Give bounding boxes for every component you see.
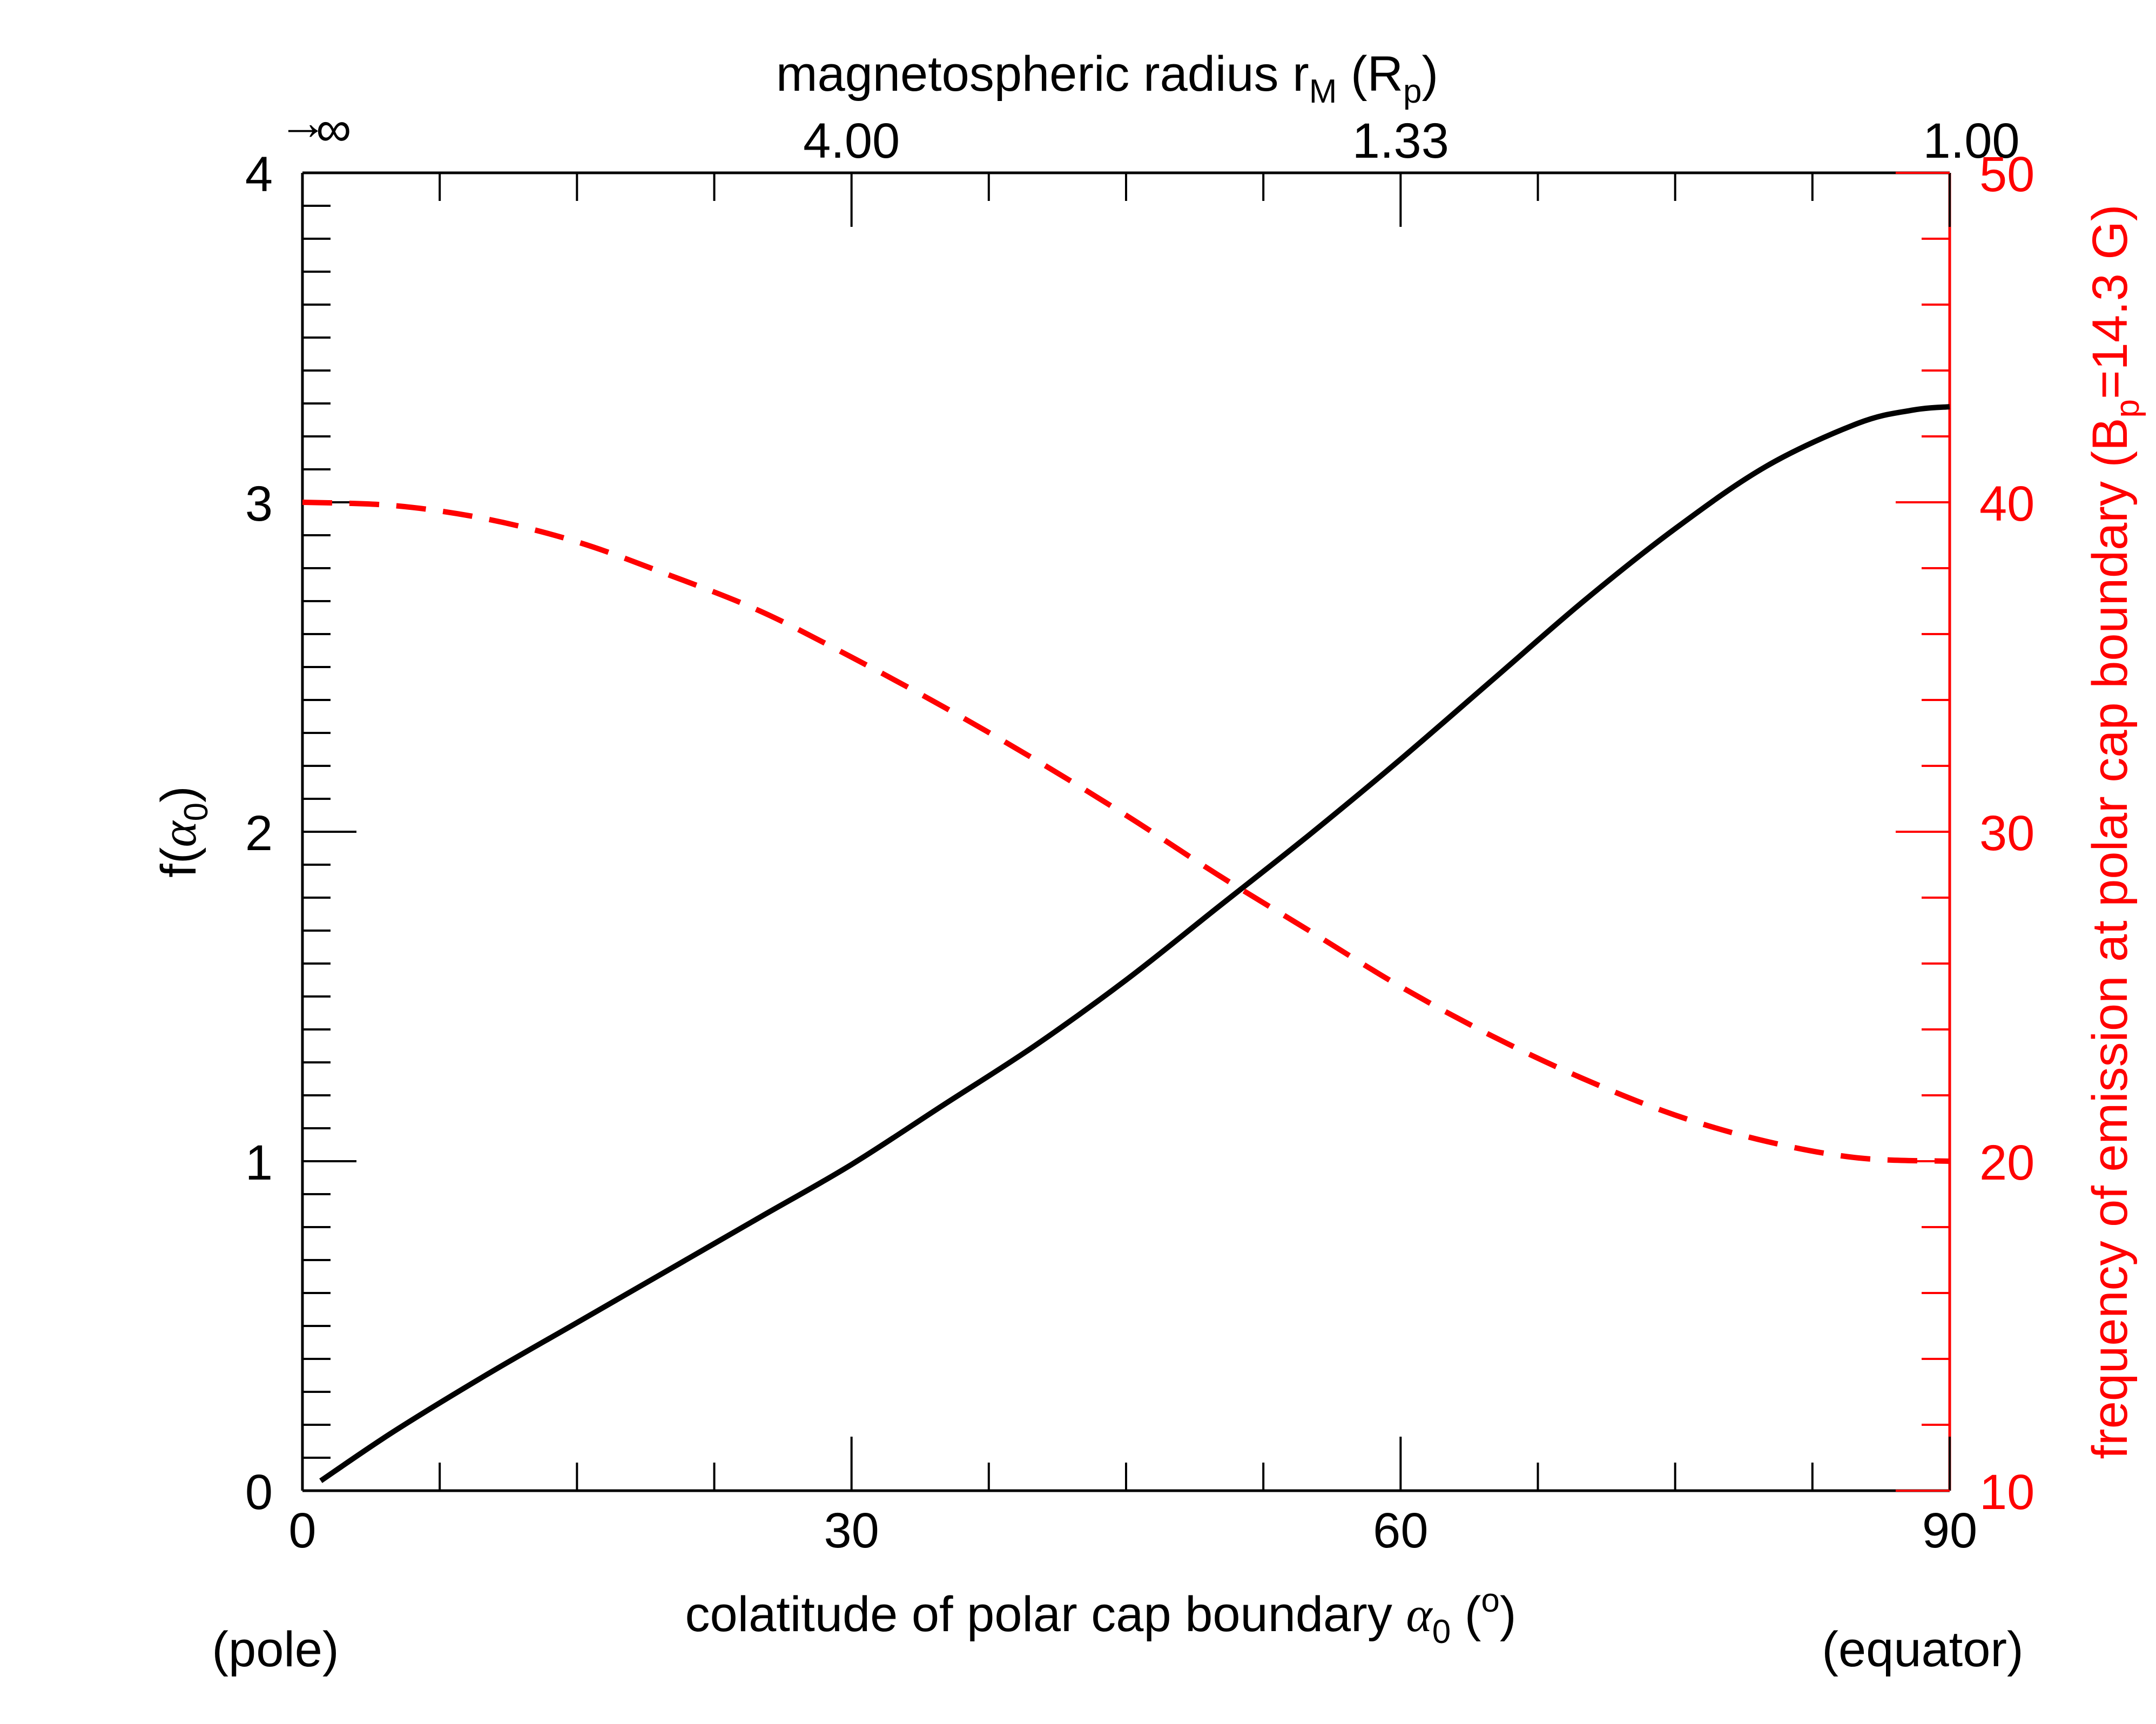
y-right-tick-label: 20 (1979, 1135, 2034, 1190)
y-right-tick-label: 40 (1979, 476, 2034, 531)
y-right-axis-title: frequency of emission at polar cap bound… (2083, 205, 2146, 1459)
top-axis-title: magnetospheric radius rM (Rp) (776, 46, 1438, 110)
x-tick-label: 0 (288, 1503, 316, 1558)
series-line-f-alpha (319, 404, 1950, 1483)
top-left-infinity: ∞ (316, 102, 352, 157)
x-tick-label: 90 (1922, 1503, 1977, 1558)
x-top-tick-label: 1.33 (1352, 113, 1449, 169)
y-right-tick-label: 10 (1979, 1465, 2034, 1520)
x-tick-label: 30 (824, 1503, 879, 1558)
y-left-tick-label: 1 (245, 1135, 273, 1190)
pole-annotation: (pole) (212, 1622, 339, 1677)
y-right-tick-label: 50 (1979, 147, 2034, 202)
y-left-axis-title: f(α0) (151, 786, 215, 878)
tick-labels: 0 30 60 90 4.00 1.33 1.00 0 1 2 3 4 10 20 30 40 50 (245, 113, 2035, 1558)
x-tick-label: 60 (1373, 1503, 1428, 1558)
series-line-frequency (302, 500, 1950, 1164)
y-left-tick-label: 4 (245, 147, 273, 202)
y-left-tick-label: 0 (245, 1465, 273, 1520)
x-top-tick-label: 4.00 (803, 113, 900, 169)
y-left-tick-label: 3 (245, 476, 273, 531)
equator-annotation: (equator) (1822, 1622, 2023, 1677)
x-axis-title: colatitude of polar cap boundary α0 (o) (685, 1582, 1516, 1651)
x-top-tick-label: 1.00 (1923, 113, 2019, 169)
y-left-tick-label: 2 (245, 806, 273, 861)
y-right-tick-label: 30 (1979, 806, 2034, 861)
top-left-arrow: → (278, 95, 328, 150)
series-layer (302, 404, 1950, 1483)
